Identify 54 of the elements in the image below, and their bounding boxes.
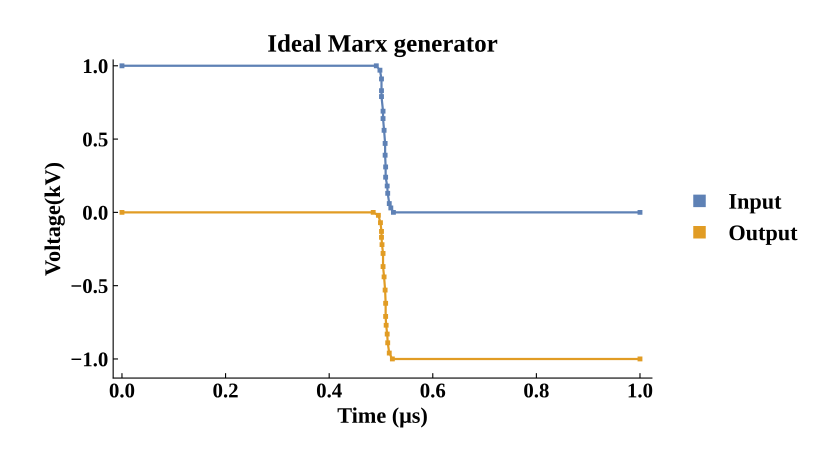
y-tick-label: −0.5 xyxy=(71,279,108,294)
point xyxy=(378,68,382,73)
point xyxy=(380,264,386,270)
point xyxy=(380,116,386,121)
legend-label: Input xyxy=(729,194,782,214)
y-tick-label: −1.0 xyxy=(71,352,108,366)
point xyxy=(383,164,388,170)
point xyxy=(379,234,384,240)
point xyxy=(384,184,390,188)
point xyxy=(376,212,381,218)
x-tick-label: 0.6 xyxy=(420,383,446,398)
x-tick-label: 0.2 xyxy=(213,383,238,398)
y-tick-label: 0.5 xyxy=(83,132,108,147)
point xyxy=(383,300,388,306)
point xyxy=(370,210,376,215)
point xyxy=(379,229,384,234)
point xyxy=(386,350,392,356)
x-axis-title: Time (μs) xyxy=(338,407,427,428)
point xyxy=(638,210,642,215)
point xyxy=(382,152,388,158)
point xyxy=(390,356,395,362)
point xyxy=(638,356,642,362)
point xyxy=(378,220,383,226)
x-tick-label: 1.0 xyxy=(628,383,652,398)
point xyxy=(382,141,388,146)
legend-label: Output xyxy=(729,225,798,245)
chart-title: Ideal Marx generator xyxy=(268,34,498,58)
point xyxy=(383,174,388,180)
point xyxy=(383,314,388,319)
point xyxy=(120,210,124,215)
x-tick-label: 0.8 xyxy=(524,383,549,398)
point xyxy=(386,201,392,206)
point xyxy=(382,274,387,280)
point xyxy=(379,88,384,94)
point xyxy=(384,332,390,336)
x-tick-label: 0.4 xyxy=(316,383,342,398)
point xyxy=(382,288,388,292)
x-tick-label: 0.0 xyxy=(110,383,134,398)
point xyxy=(380,108,386,114)
point xyxy=(385,340,390,346)
point xyxy=(388,206,394,210)
point xyxy=(380,242,384,248)
point xyxy=(382,128,387,133)
point xyxy=(380,250,386,256)
point xyxy=(379,94,384,100)
point xyxy=(379,76,384,82)
y-tick-label: 1.0 xyxy=(84,59,108,74)
point xyxy=(374,63,379,68)
point xyxy=(384,322,389,328)
point xyxy=(390,210,396,215)
point xyxy=(385,190,390,196)
point xyxy=(120,63,124,68)
y-tick-label: 0.0 xyxy=(83,206,108,220)
y-axis-title: Voltage(kV) xyxy=(44,162,65,276)
